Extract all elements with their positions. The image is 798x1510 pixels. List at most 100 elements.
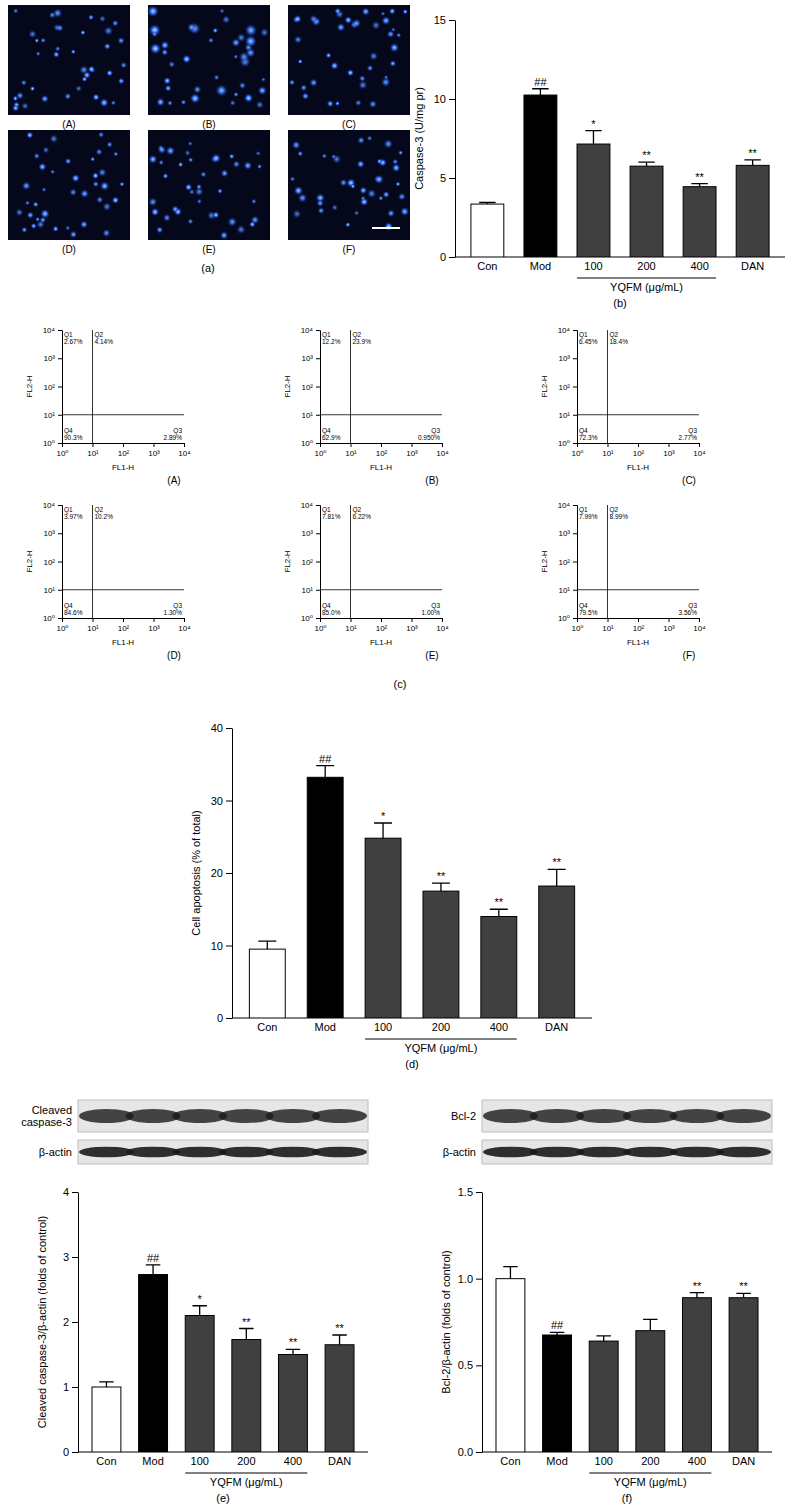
nucleus <box>298 59 303 64</box>
gate-line <box>320 414 442 415</box>
tick-label: 0 <box>440 251 446 263</box>
quadrant-percent: 6.45% <box>579 338 598 345</box>
tick: 10⁴ <box>693 618 706 633</box>
tick: 10² <box>301 383 320 392</box>
group-bracket <box>365 1039 517 1040</box>
nucleus <box>193 85 202 94</box>
tick: 400 <box>690 257 708 272</box>
tick-mark <box>412 443 413 447</box>
tick-label: 10⁴ <box>301 501 314 510</box>
nucleus <box>362 7 370 15</box>
blot-band <box>716 1109 771 1123</box>
tick-label: 10⁰ <box>43 614 55 623</box>
quadrant-percent: 2.67% <box>64 338 83 345</box>
blot-band <box>716 1147 771 1158</box>
nucleus <box>294 35 303 44</box>
tick-mark <box>449 99 455 100</box>
tick: 10⁴ <box>43 326 62 335</box>
group-bracket <box>577 278 716 279</box>
micrograph <box>148 130 270 240</box>
tick-label: 10³ <box>301 354 313 363</box>
blot-label: β-actin <box>39 1146 72 1158</box>
nucleus <box>387 30 395 38</box>
tick: 10¹ <box>301 586 320 595</box>
nucleus <box>236 225 246 235</box>
nucleus <box>148 197 157 206</box>
error-bar <box>239 1329 253 1340</box>
nucleus <box>99 15 106 22</box>
blot-band <box>312 1109 367 1123</box>
tick-label: 10¹ <box>301 586 313 595</box>
nucleus <box>165 85 172 92</box>
axis-title: FL2-H <box>283 550 292 572</box>
panel-label: (A) <box>167 475 180 486</box>
tick-mark <box>226 1018 232 1019</box>
nucleus <box>112 196 120 204</box>
axis-line <box>482 1452 772 1453</box>
tick-mark <box>316 505 320 506</box>
tick-mark <box>476 1192 482 1193</box>
nucleus <box>113 151 118 156</box>
figure-label: (f) <box>622 1492 632 1504</box>
tick: 10⁴ <box>43 501 62 510</box>
tick: 10³ <box>406 618 418 633</box>
nucleus <box>331 204 338 211</box>
quadrant-percent: 62.9% <box>322 434 341 441</box>
tick-label: 10² <box>633 624 645 633</box>
tick-label: 10⁴ <box>436 449 449 458</box>
tick-label: DAN <box>741 260 764 272</box>
nucleus <box>344 16 352 24</box>
tick: 0 <box>217 1012 232 1024</box>
nucleus <box>38 162 47 171</box>
bar <box>481 917 517 1019</box>
significance: ** <box>739 1280 748 1292</box>
quadrant-percent: 7.81% <box>322 513 341 520</box>
nucleus <box>244 93 254 103</box>
nucleus <box>321 153 327 159</box>
nucleus <box>150 43 162 55</box>
nucleus <box>230 100 236 106</box>
axis-line <box>232 1018 592 1019</box>
tick: 0.5 <box>458 1359 482 1371</box>
bar <box>423 891 459 1018</box>
axis-title: FL1-H <box>112 638 134 647</box>
quadrant-percent: 1.00% <box>422 609 441 616</box>
tick-label: 4 <box>63 1186 69 1198</box>
nucleus <box>330 62 338 70</box>
quadrant-gates <box>62 330 184 443</box>
bar <box>636 1331 665 1452</box>
tick-label: Con <box>500 1455 520 1467</box>
tick-mark <box>573 562 577 563</box>
tick-label: DAN <box>328 1455 351 1467</box>
tick-mark <box>72 1257 78 1258</box>
bar <box>630 166 663 257</box>
nucleus <box>220 169 228 177</box>
tick: 10² <box>376 443 388 458</box>
nucleus <box>371 21 380 30</box>
tick: Mod <box>546 1452 567 1467</box>
panel-label: (F) <box>683 650 696 661</box>
nucleus <box>41 95 49 103</box>
axis-line <box>63 444 185 448</box>
nucleus <box>290 176 296 182</box>
tick-label: 10² <box>43 383 55 392</box>
nucleus <box>244 24 257 37</box>
tick-label: 10² <box>301 558 313 567</box>
tspan: Cleaved <box>32 1104 72 1116</box>
tick-label: 10² <box>118 449 130 458</box>
figure-label: (d) <box>405 1058 418 1070</box>
tick-mark <box>573 590 577 591</box>
tick-mark <box>638 618 639 622</box>
bars <box>249 766 574 1018</box>
tick: 10⁴ <box>693 443 706 458</box>
bar <box>307 777 343 1018</box>
nucleus <box>80 220 88 228</box>
tick-mark <box>351 443 352 447</box>
bar <box>249 949 285 1018</box>
axis-title: FL2-H <box>283 375 292 397</box>
value-axis: 10⁰10¹10²10³10⁴ <box>558 501 578 623</box>
nucleus <box>302 92 310 100</box>
axis-title: Cleaved caspase-3/β-actin (folds of cont… <box>36 1216 48 1428</box>
nucleus <box>237 33 246 42</box>
nucleus <box>111 100 116 105</box>
